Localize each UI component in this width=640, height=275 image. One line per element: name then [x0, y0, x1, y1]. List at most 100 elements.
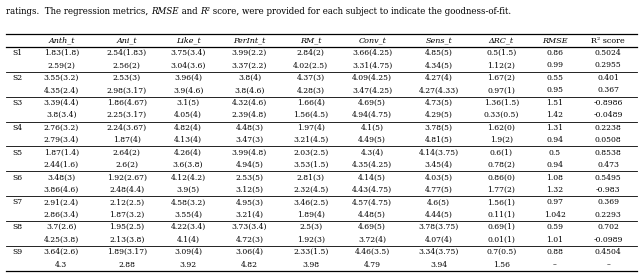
Text: 3.78(3.75): 3.78(3.75) — [419, 223, 459, 231]
Text: 1.87(1.4): 1.87(1.4) — [44, 148, 79, 157]
Text: 3.06(4): 3.06(4) — [236, 248, 264, 256]
Text: 2.64(2): 2.64(2) — [113, 148, 141, 157]
Text: 0.86: 0.86 — [546, 49, 563, 57]
Text: 1.08: 1.08 — [546, 174, 563, 182]
Text: 3.45(4): 3.45(4) — [425, 161, 452, 169]
Text: 0.401: 0.401 — [597, 74, 619, 82]
Text: 2.5(3): 2.5(3) — [300, 223, 323, 231]
Text: 0.95: 0.95 — [546, 86, 563, 94]
Text: 4.12(4.2): 4.12(4.2) — [170, 174, 205, 182]
Text: 3.21(4.5): 3.21(4.5) — [293, 136, 328, 144]
Text: 0.5495: 0.5495 — [595, 174, 621, 182]
Text: 3.86(4.6): 3.86(4.6) — [44, 186, 79, 194]
Text: S6: S6 — [13, 174, 22, 182]
Text: 1.87(3.2): 1.87(3.2) — [109, 211, 145, 219]
Text: 3.8(4.6): 3.8(4.6) — [234, 86, 265, 94]
Text: 0.369: 0.369 — [597, 199, 619, 207]
Text: 1.32: 1.32 — [546, 186, 563, 194]
Text: 4.72(3): 4.72(3) — [236, 236, 264, 244]
Text: 0.6(1): 0.6(1) — [490, 148, 513, 157]
Text: 1.92(3): 1.92(3) — [297, 236, 325, 244]
Text: 3.04(3.6): 3.04(3.6) — [170, 62, 206, 70]
Text: 3.48(3): 3.48(3) — [47, 174, 76, 182]
Text: 0.2238: 0.2238 — [595, 124, 621, 132]
Text: 2.44(1.6): 2.44(1.6) — [44, 161, 79, 169]
Text: 4.1(5): 4.1(5) — [361, 124, 384, 132]
Text: 0.59: 0.59 — [546, 223, 563, 231]
Text: 3.47(4.25): 3.47(4.25) — [352, 86, 392, 94]
Text: 0.7(0.5): 0.7(0.5) — [486, 248, 516, 256]
Text: 2.6(2): 2.6(2) — [115, 161, 138, 169]
Text: 3.1(5): 3.1(5) — [177, 99, 200, 107]
Text: 0.33(0.5): 0.33(0.5) — [484, 111, 519, 119]
Text: 3.78(5): 3.78(5) — [425, 124, 452, 132]
Text: 1.89(3.17): 1.89(3.17) — [107, 248, 147, 256]
Text: 0.97: 0.97 — [546, 199, 563, 207]
Text: 1.89(4): 1.89(4) — [297, 211, 324, 219]
Text: 0.69(1): 0.69(1) — [488, 223, 515, 231]
Text: Like_t: Like_t — [176, 37, 200, 45]
Text: 3.66(4.25): 3.66(4.25) — [352, 49, 392, 57]
Text: S8: S8 — [13, 223, 22, 231]
Text: 2.59(2): 2.59(2) — [47, 62, 76, 70]
Text: 1.51: 1.51 — [546, 99, 563, 107]
Text: 3.46(2.5): 3.46(2.5) — [293, 199, 328, 207]
Text: 4.27(4.33): 4.27(4.33) — [419, 86, 459, 94]
Text: score, were provided for each subject to indicate the goodness-of-fit.: score, were provided for each subject to… — [211, 7, 511, 16]
Text: 2.12(2.5): 2.12(2.5) — [109, 199, 144, 207]
Text: 1.95(2.5): 1.95(2.5) — [109, 223, 144, 231]
Text: 4.09(4.25): 4.09(4.25) — [352, 74, 392, 82]
Text: 2.32(4.5): 2.32(4.5) — [293, 186, 328, 194]
Text: 3.6(3.8): 3.6(3.8) — [173, 161, 204, 169]
Text: 3.92: 3.92 — [180, 261, 196, 269]
Text: S9: S9 — [13, 248, 22, 256]
Text: 3.96(4): 3.96(4) — [174, 74, 202, 82]
Text: 4.49(5): 4.49(5) — [358, 136, 386, 144]
Text: 0.5: 0.5 — [548, 148, 561, 157]
Text: 4.69(5): 4.69(5) — [358, 223, 386, 231]
Text: 2.33(1.5): 2.33(1.5) — [293, 248, 328, 256]
Text: 4.94(4.75): 4.94(4.75) — [352, 111, 392, 119]
Text: 4.07(4): 4.07(4) — [425, 236, 452, 244]
Text: 4.48(5): 4.48(5) — [358, 211, 386, 219]
Text: 3.8(4): 3.8(4) — [238, 74, 261, 82]
Text: 4.95(3): 4.95(3) — [236, 199, 264, 207]
Text: 0.01(1): 0.01(1) — [488, 236, 515, 244]
Text: 4.14(3.75): 4.14(3.75) — [419, 148, 459, 157]
Text: 2.48(4.4): 2.48(4.4) — [109, 186, 144, 194]
Text: R²: R² — [200, 7, 211, 16]
Text: 4.29(5): 4.29(5) — [425, 111, 452, 119]
Text: 4.58(3.2): 4.58(3.2) — [170, 199, 205, 207]
Text: 2.81(3): 2.81(3) — [297, 174, 325, 182]
Text: 4.69(5): 4.69(5) — [358, 99, 386, 107]
Text: 3.94: 3.94 — [430, 261, 447, 269]
Text: RMSE: RMSE — [152, 7, 179, 16]
Text: 3.9(4.6): 3.9(4.6) — [173, 86, 204, 94]
Text: 4.48(3): 4.48(3) — [236, 124, 264, 132]
Text: 3.34(3.75): 3.34(3.75) — [419, 248, 459, 256]
Text: 4.34(5): 4.34(5) — [425, 62, 452, 70]
Text: 1.62(0): 1.62(0) — [488, 124, 515, 132]
Text: 1.97(4): 1.97(4) — [297, 124, 324, 132]
Text: S7: S7 — [13, 199, 22, 207]
Text: 1.9(2): 1.9(2) — [490, 136, 513, 144]
Text: S3: S3 — [12, 99, 22, 107]
Text: 3.37(2.2): 3.37(2.2) — [232, 62, 267, 70]
Text: 2.54(1.83): 2.54(1.83) — [107, 49, 147, 57]
Text: S5: S5 — [13, 148, 22, 157]
Text: 0.2955: 0.2955 — [595, 62, 621, 70]
Text: 3.98: 3.98 — [302, 261, 319, 269]
Text: 2.76(3.2): 2.76(3.2) — [44, 124, 79, 132]
Text: 2.79(3.4): 2.79(3.4) — [44, 136, 79, 144]
Text: 4.02(2.5): 4.02(2.5) — [293, 62, 328, 70]
Text: 1.92(2.67): 1.92(2.67) — [107, 174, 147, 182]
Text: 4.37(3): 4.37(3) — [297, 74, 325, 82]
Text: S2: S2 — [13, 74, 22, 82]
Text: -0.0989: -0.0989 — [593, 236, 623, 244]
Text: 4.82(4): 4.82(4) — [174, 124, 202, 132]
Text: 4.03(5): 4.03(5) — [425, 174, 452, 182]
Text: 1.67(2): 1.67(2) — [488, 74, 515, 82]
Text: and: and — [179, 7, 200, 16]
Text: RMSE: RMSE — [542, 37, 568, 45]
Text: 2.56(2): 2.56(2) — [113, 62, 141, 70]
